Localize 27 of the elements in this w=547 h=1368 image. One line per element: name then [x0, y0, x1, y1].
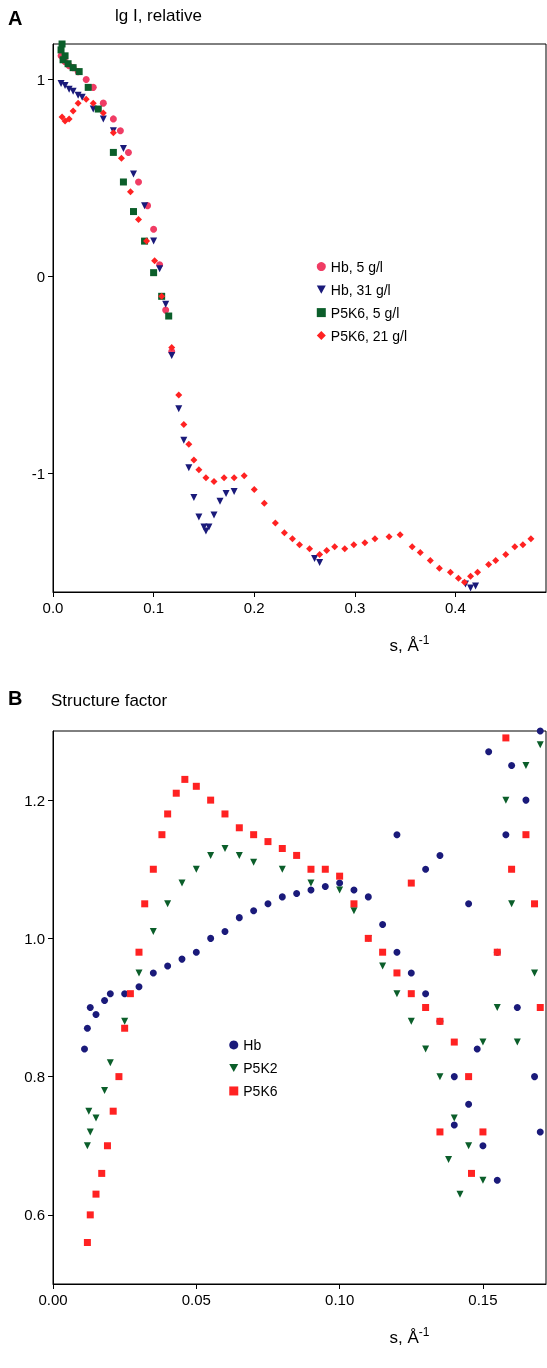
y-tick-label: 0	[36, 268, 45, 286]
y-tick-label: 1.0	[24, 929, 45, 947]
legend-label: P5K6, 21 g/l	[330, 327, 408, 344]
x-tick-label: 0.2	[243, 599, 265, 616]
y-tick-label: 0.6	[24, 1206, 45, 1224]
legend-label: Hb, 31 g/l	[330, 281, 391, 298]
x-tick-label: 0.4	[445, 599, 466, 616]
x-tick-label: 0.1	[143, 599, 165, 616]
text: A	[8, 7, 23, 29]
x-tick-label: 0.10	[325, 1291, 355, 1308]
x-tick-label: 0.0	[42, 599, 64, 616]
y-axis-title: lg I, relative	[115, 6, 202, 25]
legend-label: P5K6, 5 g/l	[330, 304, 400, 321]
y-axis-title: Structure factor	[51, 691, 168, 710]
legend-label: Hb, 5 g/l	[330, 258, 383, 275]
y-tick-label: -1	[31, 465, 45, 483]
y-tick-label: 1.2	[24, 791, 45, 809]
x-tick-label: 0.00	[38, 1291, 68, 1308]
x-tick-label: 0.3	[344, 599, 366, 616]
y-tick-label: 1	[36, 70, 45, 88]
legend-label: P5K2	[243, 1059, 278, 1076]
text: B	[8, 687, 23, 709]
legend-label: P5K6	[243, 1082, 278, 1099]
x-tick-label: 0.05	[181, 1291, 211, 1308]
y-tick-label: 0.8	[24, 1068, 45, 1086]
legend-label: Hb	[243, 1036, 262, 1053]
x-tick-label: 0.15	[468, 1291, 498, 1308]
